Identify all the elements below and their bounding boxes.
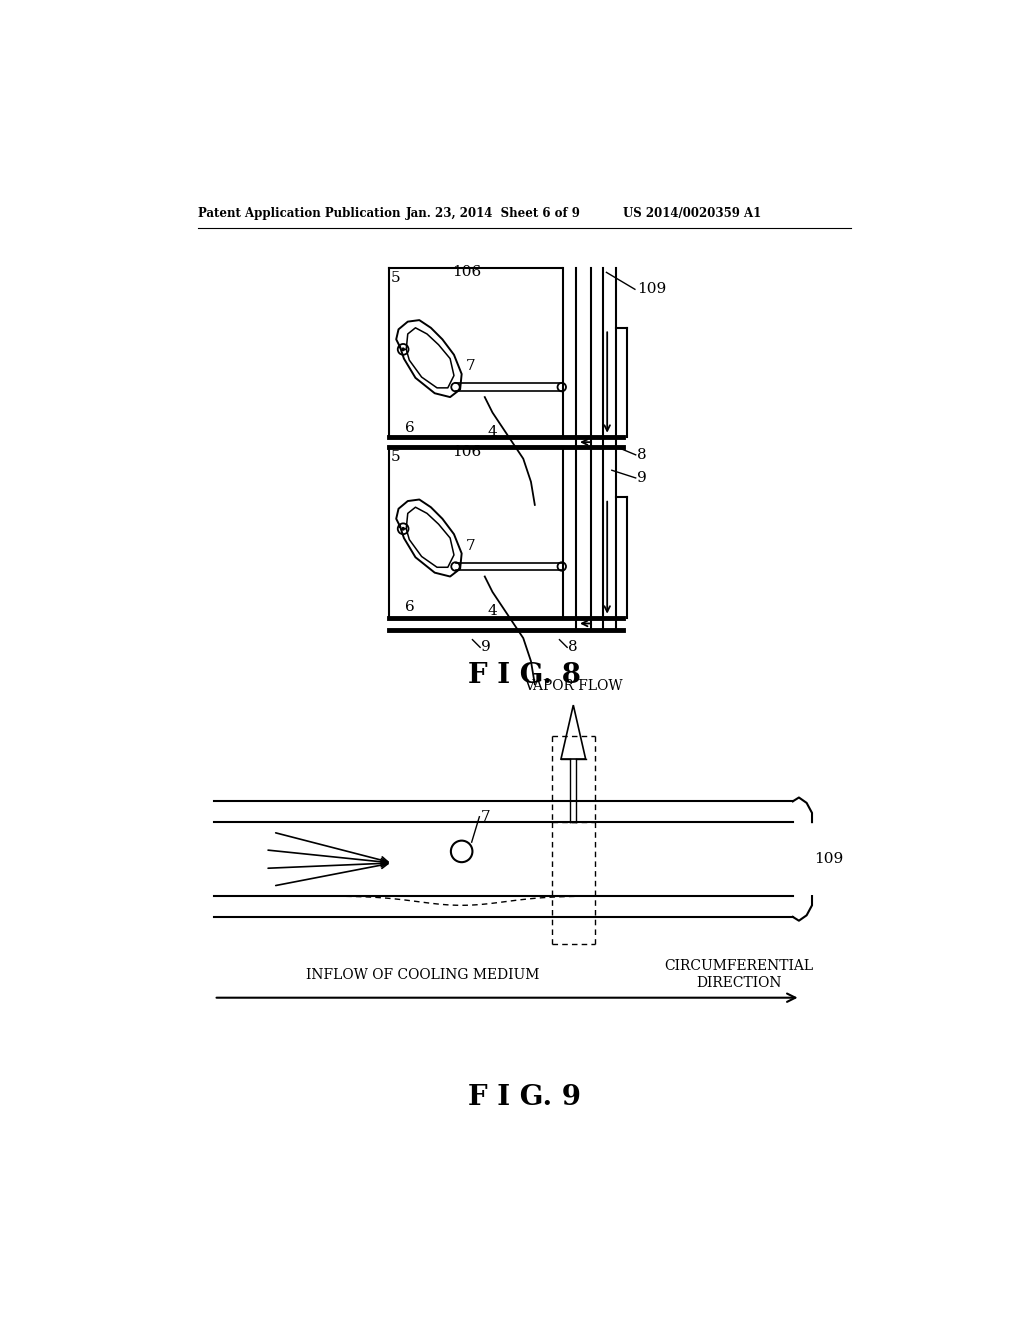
Text: VAPOR FLOW: VAPOR FLOW (524, 678, 623, 693)
Text: 9: 9 (637, 471, 647, 484)
Text: Patent Application Publication: Patent Application Publication (199, 207, 400, 220)
Text: 9: 9 (481, 640, 490, 655)
Text: 4: 4 (487, 605, 497, 618)
Text: 7: 7 (466, 359, 475, 374)
Circle shape (401, 347, 406, 351)
Text: 7: 7 (481, 809, 490, 824)
Text: 7: 7 (466, 539, 475, 553)
Text: 106: 106 (453, 265, 481, 280)
Text: 5: 5 (391, 271, 400, 285)
Circle shape (401, 527, 406, 531)
Text: CIRCUMFERENTIAL
DIRECTION: CIRCUMFERENTIAL DIRECTION (665, 960, 813, 990)
Text: 4: 4 (487, 425, 497, 438)
Text: Jan. 23, 2014  Sheet 6 of 9: Jan. 23, 2014 Sheet 6 of 9 (407, 207, 581, 220)
Text: 109: 109 (814, 853, 844, 866)
Text: F I G. 8: F I G. 8 (468, 663, 582, 689)
Text: 8: 8 (568, 640, 578, 655)
Text: 8: 8 (637, 447, 647, 462)
Text: 109: 109 (637, 282, 667, 296)
Text: F I G. 9: F I G. 9 (468, 1084, 582, 1111)
Text: 6: 6 (404, 421, 415, 434)
Text: INFLOW OF COOLING MEDIUM: INFLOW OF COOLING MEDIUM (306, 968, 540, 982)
Text: 106: 106 (453, 445, 481, 459)
Text: 6: 6 (404, 601, 415, 614)
Text: 5: 5 (391, 450, 400, 465)
Text: US 2014/0020359 A1: US 2014/0020359 A1 (624, 207, 762, 220)
